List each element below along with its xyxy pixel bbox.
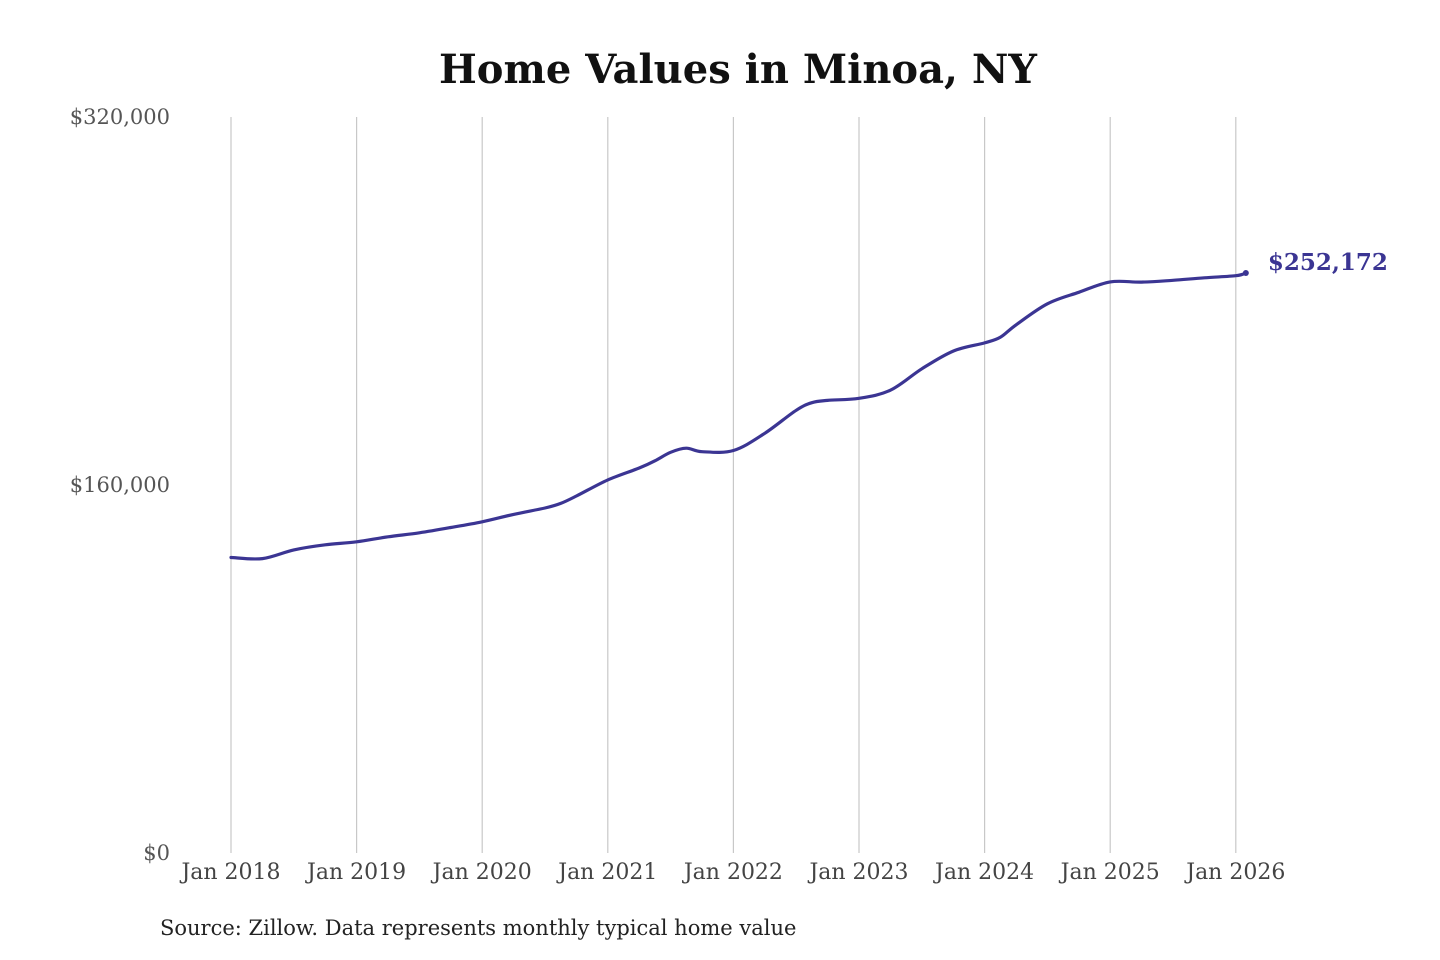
end-point-marker — [1242, 270, 1249, 277]
end-value-label: $252,172 — [1268, 249, 1388, 276]
y-tick-label-2: $320,000 — [70, 105, 170, 129]
x-tick-label-7: Jan 2025 — [1059, 860, 1160, 885]
x-tick-label-0: Jan 2018 — [179, 860, 280, 885]
x-tick-label-1: Jan 2019 — [305, 860, 406, 885]
x-tick-label-8: Jan 2026 — [1184, 860, 1285, 885]
chart-title: Home Values in Minoa, NY — [439, 46, 1037, 93]
x-tick-label-2: Jan 2020 — [431, 860, 532, 885]
source-note: Source: Zillow. Data represents monthly … — [160, 916, 797, 940]
x-tick-label-3: Jan 2021 — [556, 860, 657, 885]
home-value-series-line — [229, 271, 1248, 561]
x-axis-ticks: Jan 2018 Jan 2019 Jan 2020 Jan 2021 Jan 2022… — [179, 860, 1285, 885]
y-axis-ticks: $0 $160,000 $320,000 — [70, 105, 170, 865]
x-tick-label-5: Jan 2023 — [807, 860, 908, 885]
gridlines — [230, 117, 1237, 853]
x-tick-label-4: Jan 2022 — [682, 860, 783, 885]
y-tick-label-1: $160,000 — [70, 473, 170, 497]
x-tick-label-6: Jan 2024 — [933, 860, 1034, 885]
y-tick-label-0: $0 — [143, 841, 170, 865]
